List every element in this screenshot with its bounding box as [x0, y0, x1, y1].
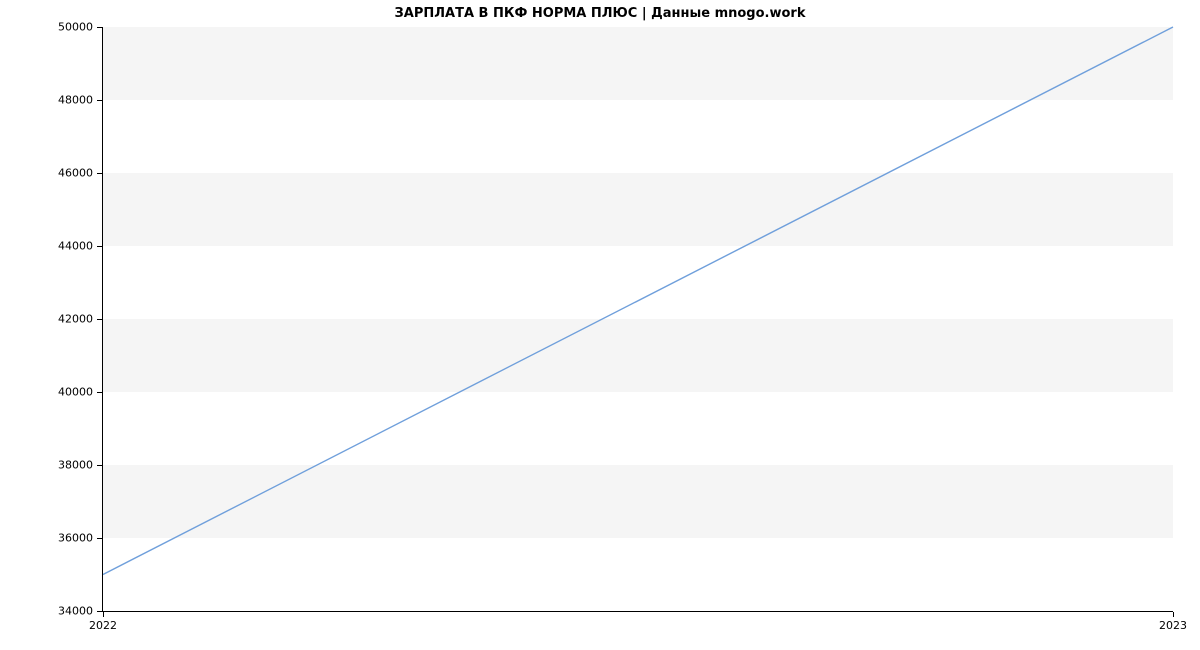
- x-tick-mark: [103, 612, 104, 617]
- y-tick-mark: [97, 538, 102, 539]
- y-tick-mark: [97, 173, 102, 174]
- plot-area: 3400036000380004000042000440004600048000…: [103, 27, 1173, 611]
- y-tick-mark: [97, 100, 102, 101]
- y-tick-mark: [97, 319, 102, 320]
- y-tick-mark: [97, 392, 102, 393]
- y-tick-mark: [97, 611, 102, 612]
- y-tick-mark: [97, 465, 102, 466]
- axis-spine-bottom: [102, 611, 1173, 612]
- salary-chart-figure: ЗАРПЛАТА В ПКФ НОРМА ПЛЮС | Данные mnogo…: [0, 0, 1200, 650]
- series-layer: [103, 27, 1173, 611]
- series-line-salary: [103, 27, 1173, 575]
- x-tick-mark: [1173, 612, 1174, 617]
- y-tick-mark: [97, 246, 102, 247]
- axis-spine-left: [102, 27, 103, 611]
- chart-title: ЗАРПЛАТА В ПКФ НОРМА ПЛЮС | Данные mnogo…: [0, 6, 1200, 21]
- y-tick-mark: [97, 27, 102, 28]
